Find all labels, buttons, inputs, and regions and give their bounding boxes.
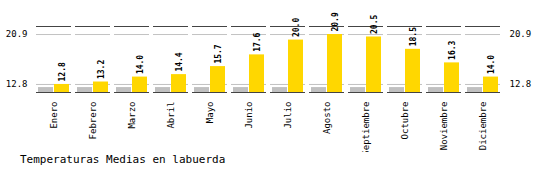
svg-text:14.0: 14.0 [487, 55, 496, 74]
svg-text:12.8: 12.8 [58, 62, 67, 81]
svg-text:16.3: 16.3 [448, 40, 457, 59]
svg-text:20.9: 20.9 [331, 12, 340, 31]
svg-text:Diciembre: Diciembre [478, 102, 488, 151]
svg-text:Enero: Enero [49, 102, 59, 129]
svg-text:Abril: Abril [166, 102, 176, 129]
svg-text:Febrero: Febrero [88, 102, 98, 140]
svg-text:Mayo: Mayo [205, 102, 215, 124]
svg-text:Marzo: Marzo [127, 102, 137, 129]
html-text:Temperaturas Medias en labuerd: Temperaturas Medias en labuerda [20, 153, 226, 166]
svg-text:14.0: 14.0 [136, 55, 145, 74]
svg-text:20.9: 20.9 [510, 29, 532, 39]
svg-text:14.4: 14.4 [175, 52, 184, 71]
svg-text:Junio: Junio [244, 102, 254, 129]
svg-text:17.6: 17.6 [253, 32, 262, 51]
svg-text:Agosto: Agosto [322, 102, 332, 135]
svg-text:12.8: 12.8 [6, 79, 28, 89]
svg-text:20.9: 20.9 [6, 29, 28, 39]
svg-text:Septiembre: Septiembre [361, 102, 371, 153]
svg-text:18.5: 18.5 [409, 27, 418, 46]
svg-text:Julio: Julio [283, 102, 293, 129]
svg-text:12.8: 12.8 [510, 79, 532, 89]
svg-text:Octubre: Octubre [400, 102, 410, 140]
svg-text:20.0: 20.0 [292, 18, 301, 37]
svg-text:15.7: 15.7 [214, 44, 223, 63]
svg-text:20.5: 20.5 [370, 15, 379, 34]
svg-text:13.2: 13.2 [97, 60, 106, 79]
svg-text:Noviembre: Noviembre [439, 102, 449, 151]
